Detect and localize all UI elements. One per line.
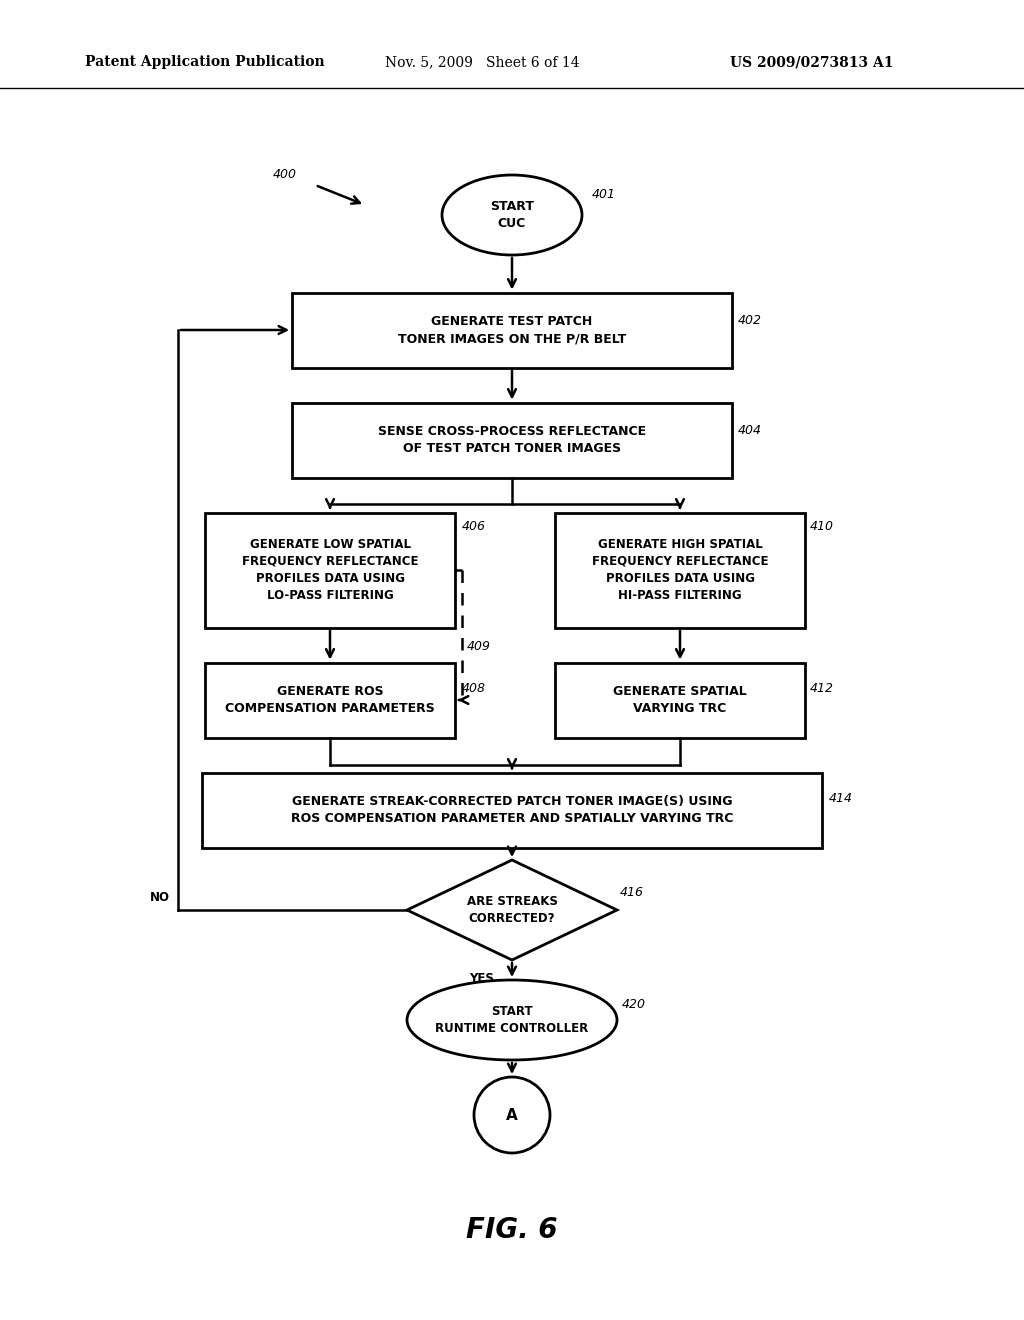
Text: 409: 409 — [467, 640, 490, 653]
Text: GENERATE STREAK-CORRECTED PATCH TONER IMAGE(S) USING
ROS COMPENSATION PARAMETER : GENERATE STREAK-CORRECTED PATCH TONER IM… — [291, 795, 733, 825]
Ellipse shape — [407, 979, 617, 1060]
Text: 400: 400 — [273, 169, 297, 181]
Text: START
CUC: START CUC — [490, 201, 534, 230]
Text: GENERATE LOW SPATIAL
FREQUENCY REFLECTANCE
PROFILES DATA USING
LO-PASS FILTERING: GENERATE LOW SPATIAL FREQUENCY REFLECTAN… — [242, 539, 418, 602]
Polygon shape — [407, 861, 617, 960]
Bar — [202, 772, 822, 847]
Text: Nov. 5, 2009   Sheet 6 of 14: Nov. 5, 2009 Sheet 6 of 14 — [385, 55, 580, 69]
Text: START
RUNTIME CONTROLLER: START RUNTIME CONTROLLER — [435, 1005, 589, 1035]
Text: 410: 410 — [810, 520, 834, 533]
Text: GENERATE HIGH SPATIAL
FREQUENCY REFLECTANCE
PROFILES DATA USING
HI-PASS FILTERIN: GENERATE HIGH SPATIAL FREQUENCY REFLECTA… — [592, 539, 768, 602]
Bar — [292, 403, 732, 478]
Text: GENERATE TEST PATCH
TONER IMAGES ON THE P/R BELT: GENERATE TEST PATCH TONER IMAGES ON THE … — [398, 315, 626, 345]
Bar — [292, 293, 732, 367]
Text: SENSE CROSS-PROCESS REFLECTANCE
OF TEST PATCH TONER IMAGES: SENSE CROSS-PROCESS REFLECTANCE OF TEST … — [378, 425, 646, 455]
Text: GENERATE SPATIAL
VARYING TRC: GENERATE SPATIAL VARYING TRC — [613, 685, 746, 715]
Bar — [555, 512, 805, 627]
Text: A: A — [506, 1107, 518, 1122]
Text: 406: 406 — [462, 520, 486, 533]
Text: 414: 414 — [829, 792, 853, 804]
Text: NO: NO — [150, 891, 170, 904]
Text: Patent Application Publication: Patent Application Publication — [85, 55, 325, 69]
Circle shape — [474, 1077, 550, 1152]
Text: 404: 404 — [738, 424, 762, 437]
Text: 420: 420 — [622, 998, 646, 1011]
Text: US 2009/0273813 A1: US 2009/0273813 A1 — [730, 55, 894, 69]
Bar — [205, 663, 455, 738]
Text: 408: 408 — [462, 681, 486, 694]
Text: 402: 402 — [738, 314, 762, 326]
Text: YES: YES — [469, 972, 494, 985]
Text: 401: 401 — [592, 189, 616, 202]
Text: 416: 416 — [620, 887, 644, 899]
Text: GENERATE ROS
COMPENSATION PARAMETERS: GENERATE ROS COMPENSATION PARAMETERS — [225, 685, 435, 715]
Bar — [555, 663, 805, 738]
Text: ARE STREAKS
CORRECTED?: ARE STREAKS CORRECTED? — [467, 895, 557, 925]
Text: 412: 412 — [810, 681, 834, 694]
Ellipse shape — [442, 176, 582, 255]
Bar — [205, 512, 455, 627]
Text: FIG. 6: FIG. 6 — [466, 1216, 558, 1243]
